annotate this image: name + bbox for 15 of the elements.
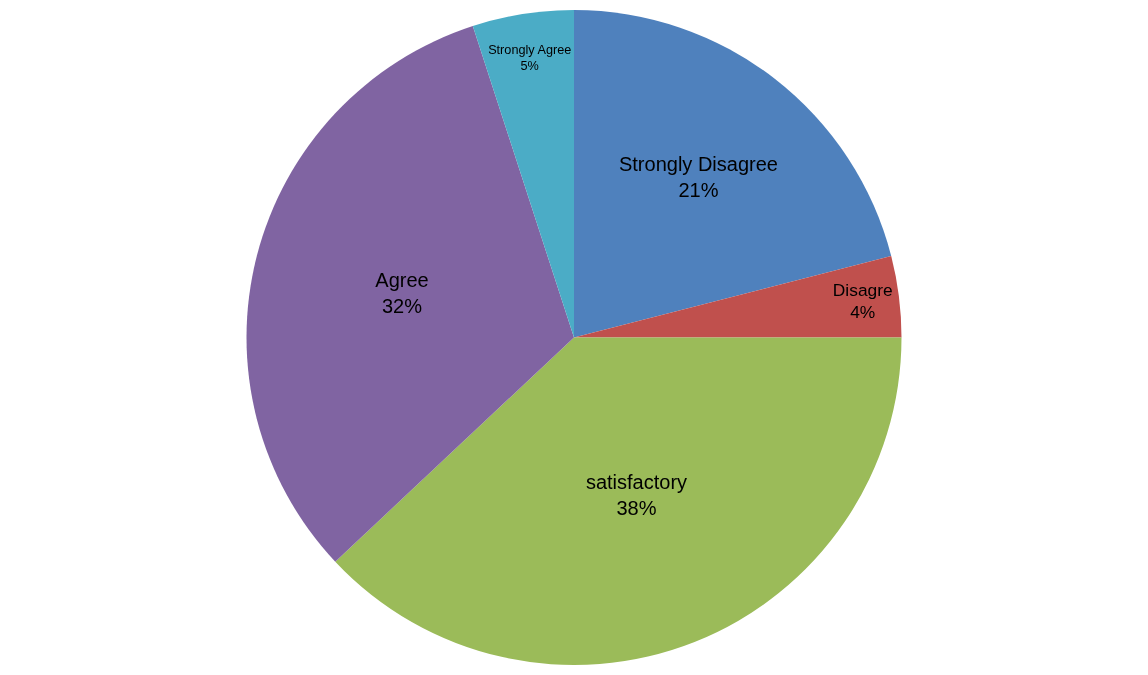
pie-slice [574,256,902,338]
slice-label: Strongly Agree [488,42,572,57]
pie-slice [574,10,892,338]
data-label: 38% [616,497,657,520]
slice-label: Strongly Disagree [618,153,778,176]
pie-slice [335,337,902,665]
slice-label: Disagre [832,279,893,300]
data-label: 21% [678,179,719,202]
pie-slice [246,26,574,562]
data-label: 32% [381,295,423,318]
slice-label: Agree [375,269,429,292]
data-label: 4% [850,302,876,323]
data-label: 5% [520,59,539,74]
slice-label: satisfactory [585,471,688,494]
pie-slice [472,10,574,338]
